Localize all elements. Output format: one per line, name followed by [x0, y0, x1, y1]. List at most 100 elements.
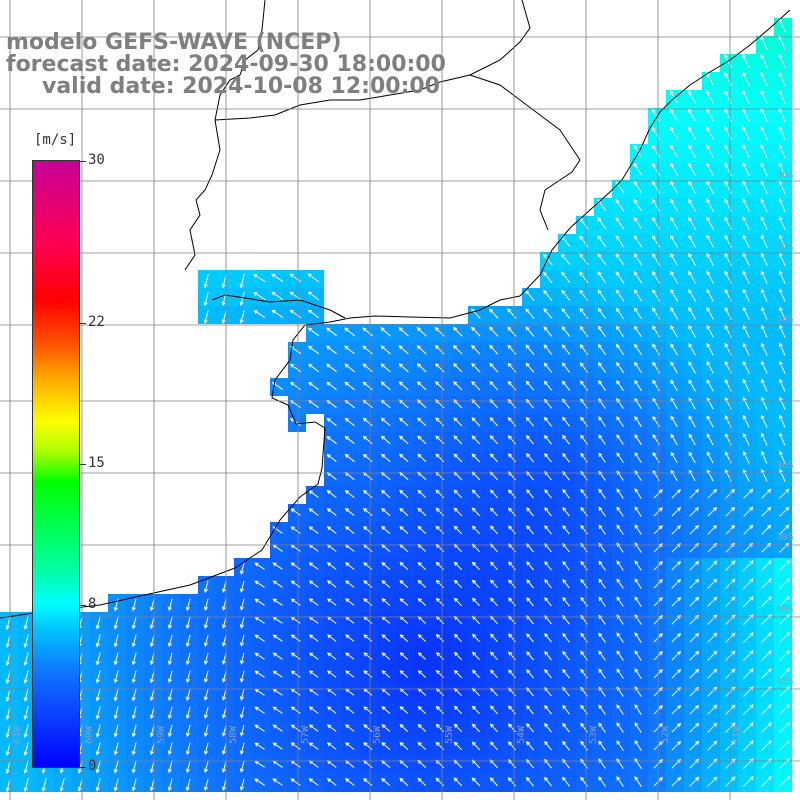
- wind-arrow: [95, 688, 101, 702]
- wind-arrow: [743, 506, 754, 517]
- wind-arrow: [272, 742, 283, 750]
- wind-arrow: [669, 162, 679, 176]
- wind-arrow: [706, 469, 714, 482]
- wind-arrow: [344, 381, 355, 391]
- wind-arrow: [185, 616, 191, 630]
- wind-arrow: [706, 71, 715, 87]
- wind-arrow: [470, 326, 481, 337]
- longitude-label: 57W: [300, 725, 311, 744]
- wind-arrow: [272, 562, 283, 570]
- wind-arrow: [526, 489, 534, 499]
- wind-arrow: [471, 489, 481, 499]
- wind-arrow: [254, 598, 265, 606]
- wind-arrow: [670, 379, 678, 392]
- wind-arrow: [615, 216, 625, 230]
- wind-arrow: [760, 632, 772, 644]
- wind-arrow: [687, 90, 697, 105]
- wind-arrow: [398, 327, 409, 337]
- wind-arrow: [707, 560, 718, 571]
- longitude-label: 52W: [660, 725, 671, 744]
- wind-arrow: [742, 450, 750, 464]
- wind-arrow: [760, 162, 768, 177]
- wind-arrow: [633, 162, 643, 176]
- wind-arrow: [508, 723, 516, 733]
- wind-arrow: [381, 777, 391, 786]
- wind-arrow: [167, 616, 173, 630]
- wind-arrow: [742, 270, 750, 284]
- wind-arrow: [239, 760, 245, 773]
- wind-arrow: [688, 397, 696, 410]
- wind-arrow: [760, 35, 768, 51]
- wind-arrow: [417, 597, 427, 606]
- wind-arrow: [344, 453, 355, 463]
- wind-arrow: [562, 416, 570, 427]
- wind-arrow: [113, 688, 119, 702]
- wind-arrow: [326, 508, 337, 516]
- wind-arrow: [778, 161, 786, 177]
- wind-arrow: [616, 632, 624, 643]
- wind-arrow: [525, 289, 535, 302]
- wind-arrow: [253, 291, 266, 301]
- wind-arrow: [417, 705, 427, 714]
- wind-arrow: [203, 310, 209, 325]
- wind-arrow: [453, 561, 463, 571]
- latitude-label: 38S: [776, 532, 795, 543]
- wind-arrow: [689, 740, 700, 751]
- wind-arrow: [543, 308, 553, 320]
- wind-arrow: [760, 596, 772, 608]
- wind-arrow: [453, 777, 463, 787]
- wind-arrow: [435, 417, 445, 427]
- wind-arrow: [417, 723, 427, 732]
- wind-arrow: [526, 597, 534, 607]
- wind-arrow: [417, 489, 427, 499]
- wind-arrow: [706, 288, 714, 302]
- wind-arrow: [670, 234, 679, 248]
- wind-arrow: [471, 380, 481, 391]
- wind-arrow: [580, 434, 588, 445]
- wind-arrow: [525, 380, 535, 391]
- wind-arrow: [760, 468, 768, 482]
- wind-arrow: [362, 489, 373, 499]
- wind-arrow: [634, 776, 642, 787]
- wind-arrow: [616, 416, 624, 427]
- wind-arrow: [453, 741, 463, 751]
- wind-arrow: [489, 651, 498, 661]
- wind-arrow: [363, 634, 373, 642]
- wind-arrow: [289, 363, 302, 373]
- wind-arrow: [778, 721, 791, 734]
- wind-arrow: [651, 144, 661, 158]
- wind-arrow: [526, 579, 534, 589]
- wind-arrow: [435, 435, 445, 445]
- wind-arrow: [398, 417, 409, 427]
- wind-arrow: [671, 596, 682, 607]
- wind-arrow: [562, 506, 570, 517]
- wind-arrow: [688, 433, 696, 446]
- wind-arrow: [598, 380, 607, 391]
- wind-arrow: [743, 776, 754, 787]
- wind-arrow: [634, 578, 642, 589]
- model-title: modelo GEFS-WAVE (NCEP): [6, 30, 342, 55]
- wind-arrow: [761, 524, 772, 535]
- wind-arrow: [95, 706, 101, 720]
- wind-arrow: [417, 435, 427, 445]
- wind-arrow: [239, 742, 245, 755]
- wind-arrow: [778, 396, 786, 410]
- wind-arrow: [634, 506, 642, 517]
- wind-arrow: [778, 270, 786, 284]
- wind-arrow: [434, 363, 445, 373]
- wind-arrow: [778, 739, 791, 752]
- wind-arrow: [760, 198, 768, 213]
- wind-arrow: [272, 670, 283, 678]
- wind-arrow: [203, 652, 209, 666]
- wind-arrow: [670, 252, 679, 266]
- wind-arrow: [131, 742, 137, 756]
- wind-arrow: [398, 435, 409, 445]
- wind-arrow: [344, 435, 355, 445]
- wind-arrow: [362, 363, 373, 373]
- wind-arrow: [290, 562, 301, 570]
- wind-arrow: [290, 652, 301, 660]
- wind-arrow: [652, 307, 661, 320]
- wind-arrow: [598, 650, 606, 661]
- wind-arrow: [326, 453, 337, 462]
